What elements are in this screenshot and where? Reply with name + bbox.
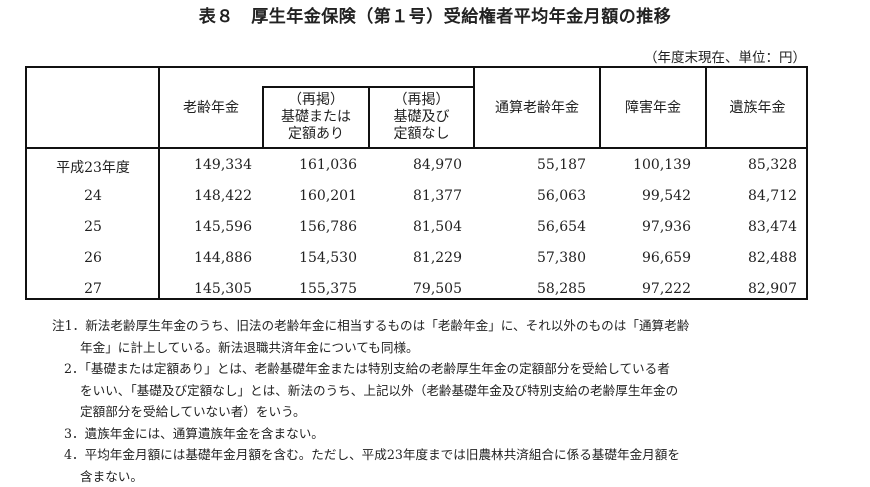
cell-rourei: 145,305	[194, 281, 252, 297]
header-text: （再掲）	[394, 92, 450, 109]
header-tsusan: 通算老齢年金	[475, 68, 599, 148]
header-text: 基礎または	[281, 109, 351, 126]
table-row: 平成23年度 149,334 161,036 84,970 55,187 100,139 8…	[27, 150, 806, 181]
note-line: 年金」に計上している。新法退職共済年金についても同様。	[52, 337, 689, 359]
header-kiso-nashi: （再掲） 基礎及び 定額なし	[370, 87, 473, 147]
cell-shogai: 97,936	[642, 219, 691, 235]
cell-rourei: 144,886	[194, 250, 252, 266]
header-kiso-ari: （再掲） 基礎または 定額あり	[264, 87, 368, 147]
cell-tsusan: 56,654	[537, 219, 586, 235]
notes: 注1．新法老齢厚生年金のうち、旧法の老齢年金に相当するものは「老齢年金」に、それ…	[52, 315, 689, 487]
cell-kiso-ari: 156,786	[299, 219, 357, 235]
cell-shogai: 100,139	[633, 157, 691, 173]
header-text: （再掲）	[288, 92, 344, 109]
cell-izoku: 84,712	[748, 188, 797, 204]
note-line: 定額部分を受給していない者）をいう。	[52, 401, 689, 423]
cell-izoku: 82,907	[748, 281, 797, 297]
table-row: 27 145,305 155,375 79,505 58,285 97,222 82,907	[27, 274, 806, 305]
cell-rourei: 145,596	[194, 219, 252, 235]
cell-year: 26	[27, 250, 159, 266]
cell-tsusan: 56,063	[537, 188, 586, 204]
cell-izoku: 82,488	[748, 250, 797, 266]
cell-kiso-nashi: 81,504	[413, 219, 462, 235]
cell-kiso-ari: 154,530	[299, 250, 357, 266]
cell-tsusan: 55,187	[537, 157, 586, 173]
cell-kiso-nashi: 81,377	[413, 188, 462, 204]
cell-year: 27	[27, 281, 159, 297]
note-line: 3．遺族年金には、通算遺族年金を含まない。	[52, 423, 689, 445]
cell-tsusan: 57,380	[537, 250, 586, 266]
cell-kiso-nashi: 79,505	[413, 281, 462, 297]
header-text: 基礎及び	[394, 109, 450, 126]
note-line: 2．「基礎または定額あり」とは、老齢基礎年金または特別支給の老齢厚生年金の定額部…	[52, 358, 689, 380]
cell-izoku: 85,328	[748, 157, 797, 173]
cell-rourei: 149,334	[194, 157, 252, 173]
cell-kiso-ari: 161,036	[299, 157, 357, 173]
cell-year: 24	[27, 188, 159, 204]
header-shogai: 障害年金	[601, 68, 705, 148]
cell-shogai: 96,659	[642, 250, 691, 266]
unit-note: （年度末現在、単位：円）	[644, 46, 806, 66]
cell-year: 25	[27, 219, 159, 235]
table-row: 26 144,886 154,530 81,229 57,380 96,659 82,488	[27, 243, 806, 274]
table-row: 24 148,422 160,201 81,377 56,063 99,542 84,712	[27, 181, 806, 212]
header-izoku: 遺族年金	[707, 68, 808, 148]
header-text: 定額なし	[394, 126, 450, 143]
cell-kiso-nashi: 81,229	[413, 250, 462, 266]
pension-table: 老齢年金 （再掲） 基礎または 定額あり （再掲） 基礎及び 定額なし 通算老齢…	[25, 66, 808, 300]
cell-izoku: 83,474	[748, 219, 797, 235]
cell-shogai: 97,222	[642, 281, 691, 297]
cell-rourei: 148,422	[194, 188, 252, 204]
table-row: 25 145,596 156,786 81,504 56,654 97,936 83,474	[27, 212, 806, 243]
note-line: をいい、「基礎及び定額なし」とは、新法のうち、上記以外（老齢基礎年金及び特別支給…	[52, 380, 689, 402]
cell-year: 平成23年度	[27, 157, 159, 177]
page-title: 表８ 厚生年金保険（第１号）受給権者平均年金月額の推移	[0, 2, 870, 27]
cell-kiso-nashi: 84,970	[413, 157, 462, 173]
header-rourei: 老齢年金	[160, 68, 262, 148]
cell-shogai: 99,542	[642, 188, 691, 204]
note-line: 4．平均年金月額には基礎年金月額を含む。ただし、平成23年度までは旧農林共済組合…	[52, 444, 689, 466]
header-text: 定額あり	[288, 126, 344, 143]
note-line: 注1．新法老齢厚生年金のうち、旧法の老齢年金に相当するものは「老齢年金」に、それ…	[52, 315, 689, 337]
cell-tsusan: 58,285	[537, 281, 586, 297]
cell-kiso-ari: 155,375	[299, 281, 357, 297]
cell-kiso-ari: 160,201	[299, 188, 357, 204]
